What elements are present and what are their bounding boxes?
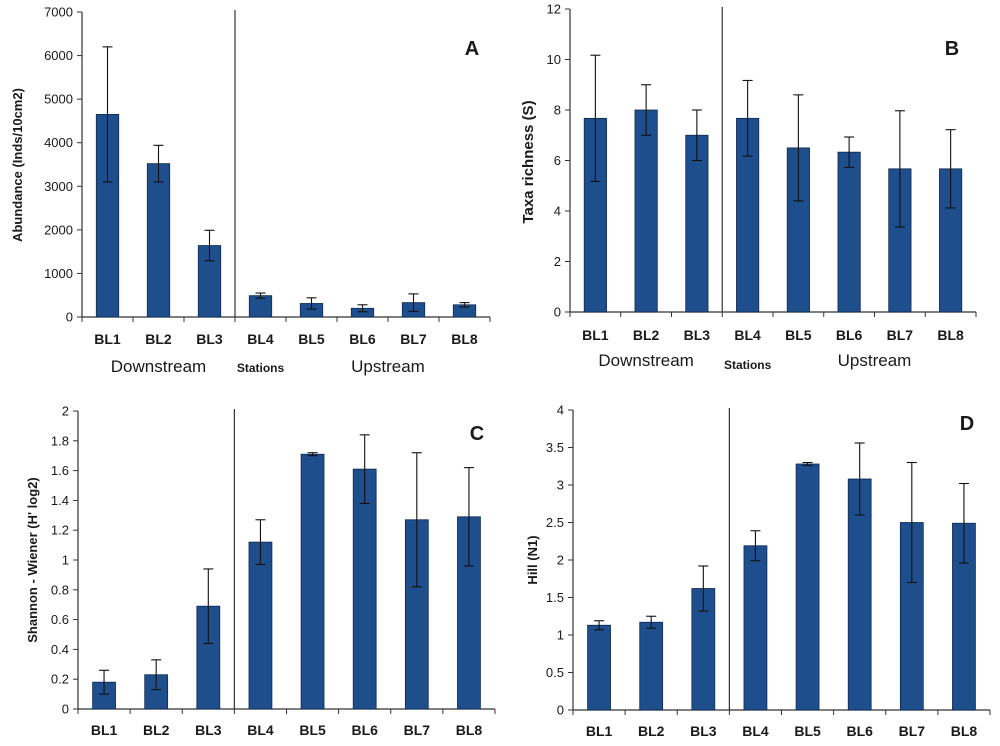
- x-tick-label: BL3: [684, 327, 711, 343]
- y-tick-label: 1.6: [51, 463, 69, 478]
- y-tick-label: 1: [62, 553, 69, 568]
- region-label-downstream: Downstream: [111, 357, 206, 376]
- x-tick-label: BL4: [247, 331, 274, 347]
- bar-bl4: [743, 545, 768, 711]
- x-tick-label: BL4: [734, 327, 761, 343]
- x-tick-label: BL2: [143, 722, 170, 738]
- x-tick-label: BL5: [794, 723, 821, 739]
- x-tick-label: BL3: [690, 723, 717, 739]
- x-tick-label: BL8: [951, 723, 978, 739]
- bar-bl2: [634, 109, 658, 313]
- x-tick-label: BL3: [195, 722, 222, 738]
- y-tick-label: 1: [557, 628, 564, 643]
- x-tick-label: BL2: [633, 327, 660, 343]
- bar-bl3: [685, 134, 709, 313]
- x-tick-label: BL4: [742, 723, 769, 739]
- y-axis-label: Abundance (Inds/10cm2): [10, 88, 25, 242]
- panel-b: 0 2 4 6 8 10 12 Taxa richness (S) BL1 BL2 BL3 BL4 BL…: [520, 2, 977, 372]
- x-tick-label: BL7: [404, 722, 431, 738]
- y-tick-label: 2: [554, 254, 561, 269]
- panel-letter: A: [465, 38, 479, 60]
- y-tick-label: 4: [554, 204, 561, 219]
- y-axis-label: Shannon - Wiener (H' log2): [25, 477, 40, 642]
- bar-bl5: [795, 463, 820, 711]
- y-tick-label: 1.8: [51, 433, 69, 448]
- bar-bl1: [587, 624, 611, 711]
- y-tick-label: 0.8: [51, 582, 69, 597]
- y-tick-label: 0.4: [51, 642, 69, 657]
- y-tick-label: 0.5: [546, 665, 564, 680]
- bar-bl6: [837, 151, 861, 313]
- y-tick-label: 3.5: [546, 440, 564, 455]
- y-tick-label: 1.2: [51, 523, 69, 538]
- x-tick-label: BL2: [638, 723, 665, 739]
- y-tick-label: 2: [62, 404, 69, 419]
- x-tick-label: BL8: [456, 722, 483, 738]
- y-tick-label: 6000: [44, 48, 73, 63]
- x-tick-label: BL4: [247, 722, 274, 738]
- x-tick-label: BL7: [400, 331, 427, 347]
- bar-bl4: [248, 295, 273, 318]
- panel-letter: B: [945, 38, 959, 60]
- panel-d: 0 0.5 1 1.5 2 2.5 3 3.5 4 Hill (N1) BL1 BL2 BL3 BL4 BL…: [525, 403, 991, 739]
- region-label-upstream: Upstream: [838, 351, 912, 370]
- x-tick-label: BL1: [586, 723, 613, 739]
- x-tick-label: BL5: [785, 327, 812, 343]
- y-axis-label: Hill (N1): [525, 535, 540, 584]
- x-tick-label: BL2: [145, 331, 172, 347]
- y-tick-label: 0: [66, 310, 73, 325]
- y-tick-label: 1.4: [51, 493, 69, 508]
- x-tick-label: BL7: [899, 723, 926, 739]
- y-tick-label: 2: [557, 553, 564, 568]
- y-tick-label: 0.2: [51, 672, 69, 687]
- y-tick-label: 8: [554, 103, 561, 118]
- y-tick-label: 2000: [44, 222, 73, 237]
- x-tick-label: BL3: [196, 331, 223, 347]
- x-tick-label: BL7: [887, 327, 914, 343]
- x-tick-label: BL1: [94, 331, 121, 347]
- panel-letter: C: [470, 423, 484, 445]
- x-tick-label: BL6: [351, 722, 378, 738]
- y-tick-label: 0.6: [51, 612, 69, 627]
- bar-bl2: [639, 621, 664, 711]
- x-tick-label: BL6: [836, 327, 863, 343]
- y-tick-label: 12: [547, 2, 561, 17]
- x-tick-label: BL8: [937, 327, 964, 343]
- y-tick-label: 3000: [44, 179, 73, 194]
- y-tick-label: 0: [557, 703, 564, 718]
- y-axis-label: Taxa richness (S): [520, 100, 537, 223]
- y-tick-label: 7000: [44, 5, 73, 20]
- x-tick-label: BL1: [582, 327, 609, 343]
- region-label-downstream: Downstream: [598, 351, 693, 370]
- y-tick-label: 1000: [44, 266, 73, 281]
- x-tick-label: BL5: [298, 331, 325, 347]
- y-tick-label: 3: [557, 478, 564, 493]
- y-tick-label: 1.5: [546, 590, 564, 605]
- panel-a: 0 1000 2000 3000 4000 5000 6000 7000 Abundance (…: [10, 5, 491, 376]
- x-tick-label: BL6: [846, 723, 873, 739]
- region-label-stations: Stations: [237, 361, 285, 375]
- bar-bl6: [352, 468, 377, 710]
- y-tick-label: 4: [557, 403, 564, 418]
- y-tick-label: 5000: [44, 92, 73, 107]
- x-tick-label: BL5: [299, 722, 326, 738]
- bar-bl4: [248, 541, 273, 710]
- y-tick-label: 0: [62, 702, 69, 717]
- x-tick-label: BL6: [349, 331, 376, 347]
- panel-letter: D: [960, 413, 974, 435]
- x-tick-label: BL8: [451, 331, 478, 347]
- y-tick-label: 6: [554, 153, 561, 168]
- y-tick-label: 0: [554, 305, 561, 320]
- region-label-stations: Stations: [724, 358, 772, 372]
- region-label-upstream: Upstream: [351, 357, 425, 376]
- panel-c: 0 0.2 0.4 0.6 0.8 1 1.2 1.4 1.6 1.8 2 Shannon - Wie…: [25, 404, 496, 738]
- x-tick-label: BL1: [91, 722, 118, 738]
- bar-bl2: [146, 163, 171, 318]
- y-tick-label: 10: [547, 52, 561, 67]
- y-tick-label: 2.5: [546, 515, 564, 530]
- y-tick-label: 4000: [44, 135, 73, 150]
- bar-bl5: [300, 453, 325, 710]
